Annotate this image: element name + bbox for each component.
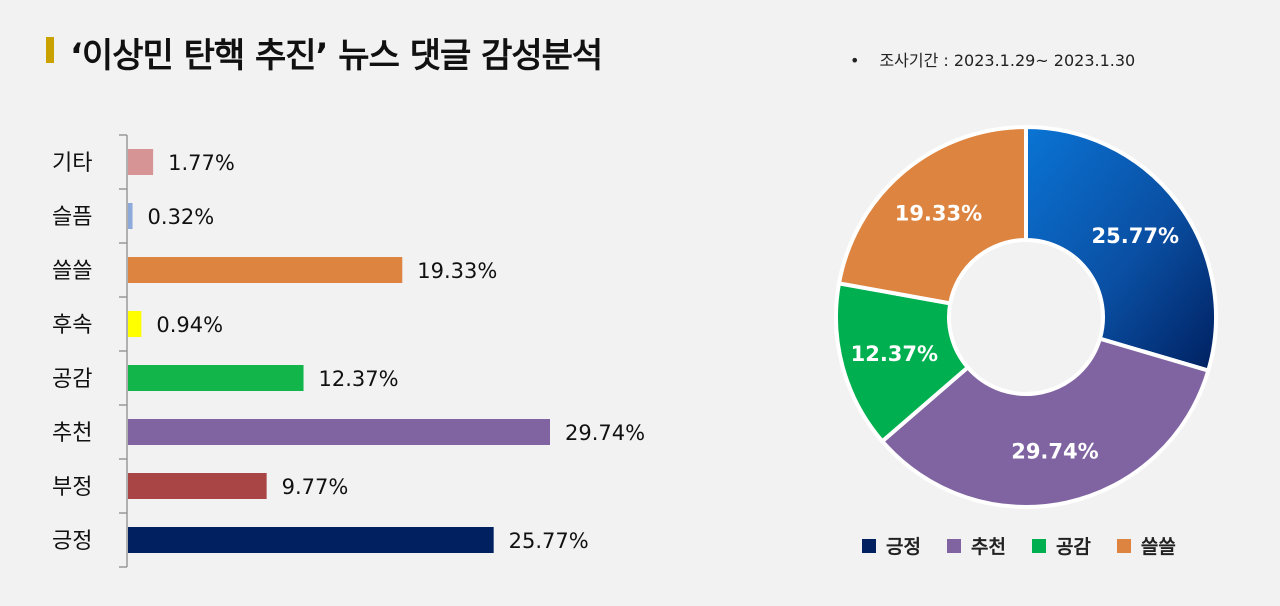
donut-slice-3 [836,124,1028,306]
bar-category-label: 후속 [52,313,92,338]
legend-swatch [1031,538,1046,553]
legend-label: 공감 [1055,536,1091,558]
bar-value-label: 12.37% [319,367,399,391]
legend-item-positive: 긍정 [862,532,921,559]
bar-category-label: 추천 [52,421,92,446]
bar-value-label: 19.33% [417,259,497,283]
legend-label: 추천 [970,536,1006,558]
legend-label: 쓸쓸 [1140,536,1176,558]
survey-period: • 조사기간 : 2023.1.29~ 2023.1.30 [850,47,1135,71]
legend-swatch [946,538,961,553]
bar-chart: 기타 1.77% 슬픔 0.32% 쓸쓸 19.33% 후속 0.94% 공감 12.37% 추천 2… [52,134,645,568]
bar-6 [128,473,267,499]
legend-item-recommend: 추천 [946,532,1006,559]
bar-1 [128,203,133,229]
legend-item-lonely: 쓸쓸 [1116,532,1176,559]
bar-5 [128,419,550,445]
bar-0 [128,149,154,175]
legend-item-empathy: 공감 [1031,532,1091,559]
legend-swatch [1116,538,1131,553]
bar-value-label: 25.77% [509,529,589,553]
bar-7 [128,527,494,553]
period-text: 조사기간 : 2023.1.29~ 2023.1.30 [879,51,1136,70]
period-bullet: • [850,51,860,70]
bar-4 [128,365,304,391]
donut-slice-0 [1024,124,1218,374]
donut-value-label: 25.77% [1092,224,1179,248]
donut-legend: 긍정 추천 공감 쓸쓸 [862,532,1176,559]
bar-3 [128,311,142,337]
legend-label: 긍정 [886,536,921,558]
bar-category-label: 슬픔 [52,205,92,230]
bar-value-label: 0.32% [148,205,215,229]
bar-value-label: 9.77% [282,475,349,499]
donut-slice-1 [879,336,1211,509]
bar-value-label: 29.74% [565,421,645,445]
donut-slice-2 [834,281,971,445]
bar-category-label: 긍정 [52,529,92,554]
title-accent-bar [46,37,54,63]
bar-2 [128,257,403,283]
bar-category-label: 공감 [52,367,92,392]
bar-category-label: 부정 [52,475,92,500]
bar-category-label: 쓸쓸 [52,259,92,284]
bar-value-label: 1.77% [168,151,235,175]
page-title: ‘이상민 탄핵 추진’ 뉴스 댓글 감성분석 [70,36,603,76]
donut-value-label: 12.37% [851,342,938,366]
donut-value-label: 19.33% [895,201,982,225]
legend-swatch [862,538,876,553]
donut-value-label: 29.74% [1011,439,1098,463]
bar-value-label: 0.94% [156,313,223,337]
bar-category-label: 기타 [52,151,92,176]
